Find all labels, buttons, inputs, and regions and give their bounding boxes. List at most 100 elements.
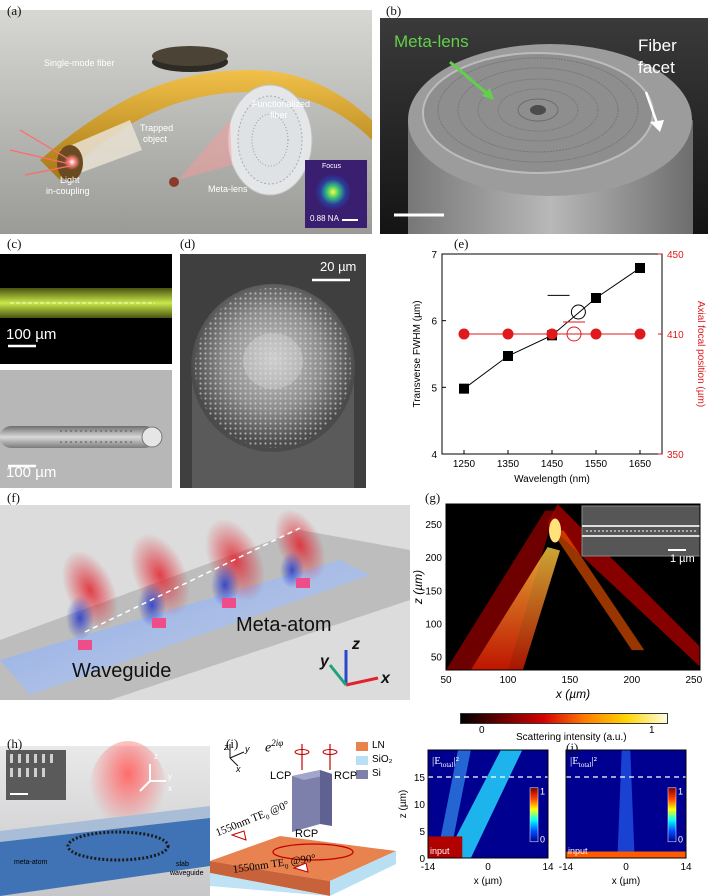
chart-e-xtick-label: 1550 xyxy=(585,459,608,470)
chart-g-xlabel: x (µm) xyxy=(555,687,590,701)
cbar-g-label: Scattering intensity (a.u.) xyxy=(516,732,627,743)
chart-g-ylabel: z (µm) xyxy=(411,570,425,605)
chart-j-xtick-label: 0 xyxy=(485,862,491,873)
chart-e-series-black-line xyxy=(463,267,641,390)
phase-base: e xyxy=(265,740,272,756)
chart-g-xtick-label: 150 xyxy=(562,675,579,686)
chart-e-ylabel: Transverse FWHM (µm) xyxy=(412,300,423,407)
chart-g-ytick-label: 100 xyxy=(425,620,442,631)
chart-g-focus xyxy=(549,518,562,543)
panel-f-illustration xyxy=(0,505,410,700)
chart-j-cbar-top: 1 xyxy=(678,787,683,797)
axis-y-i: y xyxy=(245,744,250,754)
chart-j-xlabel: x (µm) xyxy=(474,876,503,887)
label-waveguide-h: waveguide xyxy=(170,870,204,877)
chart-j-ytick-label: 5 xyxy=(419,827,425,838)
chart-e-series-marker-red xyxy=(566,326,582,342)
scale-bar-c-bottom: 100 µm xyxy=(6,464,57,481)
chart-e-point-red xyxy=(546,328,558,340)
axis-x-f: x xyxy=(381,670,390,687)
label-lcp: LCP xyxy=(270,770,292,782)
chart-e-frame xyxy=(441,253,663,455)
panel-h-label: (h) xyxy=(7,736,23,751)
chart-e-y2tick-label: 450 xyxy=(667,250,684,261)
panel-d-label: (d) xyxy=(180,236,196,251)
scale-bar-d: 20 µm xyxy=(320,259,357,274)
chart-e-ytick-label: 5 xyxy=(431,383,437,394)
panel-d-sem xyxy=(180,254,366,488)
panel-e: (e) 1250 1350 1450 1550 1650 4 5 6 7 350 410 450 Wav… xyxy=(372,236,708,488)
label-in-coupling: in-coupling xyxy=(46,186,90,196)
label-meta-lens: Meta-lens xyxy=(208,184,248,194)
chart-j-input-label: input xyxy=(430,846,450,856)
label-slab: slab xyxy=(176,861,189,868)
field-sub: total xyxy=(441,761,453,769)
field-end: |² xyxy=(591,755,597,767)
panel-b: (b) Meta-lens Fiber facet xyxy=(378,0,708,234)
chart-j-ylabel: z (µm) xyxy=(398,790,409,819)
chart-g-ytick-label: 200 xyxy=(425,553,442,564)
chart-j-ytick-label: 15 xyxy=(414,773,426,784)
chart-j-xtick-label: -14 xyxy=(559,862,574,873)
axis-z-h: z xyxy=(154,752,158,761)
axis-x-i: x xyxy=(236,764,241,774)
panel-a-illustration xyxy=(0,10,372,234)
chart-g-ytick-label: 50 xyxy=(431,653,443,664)
panel-c-label: (c) xyxy=(7,236,22,251)
panel-h-illustration xyxy=(0,741,210,896)
scale-bar-g: 1 µm xyxy=(670,553,695,565)
chart-j-field-title: |Etotal|² xyxy=(432,755,460,769)
chart-g-inset xyxy=(581,505,701,557)
panel-h: (h) meta-atom slab waveguide z y x xyxy=(0,736,210,896)
scale-bar-c-top: 100 µm xyxy=(6,326,57,343)
field-base: |E xyxy=(432,755,441,767)
chart-e-xtick-label: 1250 xyxy=(453,459,476,470)
chart-g-xtick-label: 100 xyxy=(500,675,517,686)
label-functionalized: Functionalized xyxy=(252,99,311,109)
chart-j-source xyxy=(566,851,686,858)
legend-sio2: SiO₂ xyxy=(372,754,393,765)
chart-e-xtick-label: 1450 xyxy=(541,459,564,470)
panel-b-sem xyxy=(380,18,708,234)
phase-sup: 2iφ xyxy=(271,738,284,748)
axis-z-f: z xyxy=(352,636,360,653)
axis-y-h: y xyxy=(168,772,172,781)
chart-j-cbar-top: 1 xyxy=(540,787,545,797)
panel-i-illustration xyxy=(210,742,396,896)
chart-g-xtick-label: 250 xyxy=(685,675,702,686)
label-waveguide-f: Waveguide xyxy=(72,660,172,682)
chart-e-point-red xyxy=(458,328,470,340)
panel-j-label: (j) xyxy=(566,740,579,755)
legend-si: Si xyxy=(372,768,381,779)
chart-e-y2tick-label: 350 xyxy=(667,450,684,461)
label-meta-lens-b: Meta-lens xyxy=(394,32,469,51)
panel-g: 50 100 150 200 250 50 100 150 200 250 x (µm) z (µm)… xyxy=(410,490,708,702)
colorbar-g xyxy=(460,713,668,724)
chart-e-y2label: Axial focal position (µm) xyxy=(695,301,706,407)
chart-e-xtick-label: 1650 xyxy=(629,459,652,470)
chart-e-ytick-label: 7 xyxy=(431,250,437,261)
chart-j-cbar-bottom: 0 xyxy=(678,835,683,845)
label-light: Light xyxy=(60,175,80,185)
chart-e-y2tick-label: 410 xyxy=(667,330,684,341)
label-rcp: RCP xyxy=(334,770,358,782)
chart-e-point-red xyxy=(590,328,602,340)
chart-j-source xyxy=(428,836,463,858)
axis-y-f: y xyxy=(320,653,329,670)
chart-j-ytick-label: 0 xyxy=(419,854,425,865)
panel-f-label: (f) xyxy=(7,490,20,505)
panel-a: (a) Single-mode fiber Functionalized fib… xyxy=(0,0,372,234)
label-trapped: Trapped xyxy=(140,123,174,133)
chart-g-ytick-label: 150 xyxy=(425,586,442,597)
chart-e-point-red xyxy=(634,328,646,340)
label-object: object xyxy=(143,134,168,144)
chart-j-cbar-bottom: 0 xyxy=(540,835,545,845)
panel-g-colorbar: 0 1 Scattering intensity (a.u.) xyxy=(430,710,700,744)
te0-ang-b: @90° xyxy=(287,852,317,869)
chart-g-ytick-label: 250 xyxy=(425,520,442,531)
chart-e-point-black xyxy=(503,351,513,361)
label-fiber-facet-1: Fiber xyxy=(638,36,677,55)
label-fiber-facet-2: facet xyxy=(638,58,675,77)
chart-j-xtick-label: 14 xyxy=(680,862,692,873)
